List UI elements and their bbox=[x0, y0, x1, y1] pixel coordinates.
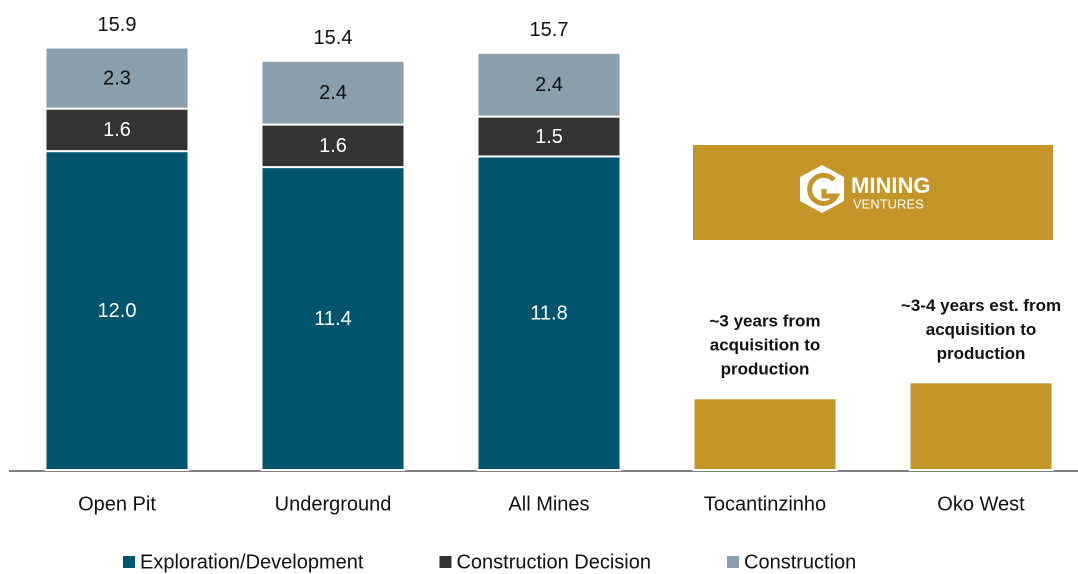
data-label: 11.4 bbox=[314, 308, 351, 330]
legend-swatch bbox=[439, 556, 452, 568]
legend-label: Construction bbox=[744, 551, 856, 573]
x-tick-label: Oko West bbox=[937, 493, 1025, 515]
logo-text: MINING bbox=[851, 173, 930, 198]
total-label: 15.7 bbox=[530, 19, 569, 41]
total-label: 15.9 bbox=[98, 14, 137, 36]
x-tick-label: Open Pit bbox=[78, 493, 156, 515]
annotation: ~3 years from bbox=[709, 312, 820, 331]
legend-label: Construction Decision bbox=[456, 551, 651, 573]
annotation: production bbox=[721, 360, 810, 379]
data-label: 12.0 bbox=[98, 300, 137, 322]
data-label: 2.3 bbox=[103, 67, 131, 89]
bar-segment bbox=[476, 115, 622, 158]
data-label: 1.6 bbox=[103, 119, 131, 141]
legend-swatch bbox=[123, 556, 135, 568]
bar-segment bbox=[44, 107, 190, 153]
data-label: 1.6 bbox=[319, 135, 347, 157]
annotation: acquisition to bbox=[710, 336, 821, 355]
bar-segment bbox=[692, 397, 838, 471]
annotation: acquisition to bbox=[926, 320, 1037, 339]
bar-segment bbox=[476, 51, 622, 118]
data-label: 11.8 bbox=[530, 303, 567, 325]
bar-segment bbox=[260, 59, 406, 126]
logo-text: VENTURES bbox=[853, 196, 924, 211]
data-label: 2.4 bbox=[319, 82, 347, 104]
annotation: ~3-4 years est. from bbox=[901, 296, 1061, 315]
bar-segment bbox=[908, 381, 1054, 472]
bar-segment bbox=[476, 155, 622, 471]
x-tick-label: Underground bbox=[275, 493, 392, 515]
x-tick-label: All Mines bbox=[508, 493, 589, 515]
bar-segment bbox=[260, 166, 406, 471]
bar-segment bbox=[44, 150, 190, 471]
bar-segment bbox=[260, 123, 406, 169]
data-label: 2.4 bbox=[535, 74, 563, 96]
annotation: production bbox=[937, 344, 1026, 363]
data-label: 1.5 bbox=[535, 126, 563, 148]
x-tick-label: Tocantinzinho bbox=[704, 493, 826, 515]
logo-icon-g bbox=[807, 172, 841, 206]
legend-label: Exploration/Development bbox=[140, 551, 364, 573]
bar-segment bbox=[44, 46, 190, 110]
logo-background bbox=[693, 145, 1053, 240]
legend-swatch bbox=[727, 556, 739, 568]
total-label: 15.4 bbox=[314, 27, 353, 49]
